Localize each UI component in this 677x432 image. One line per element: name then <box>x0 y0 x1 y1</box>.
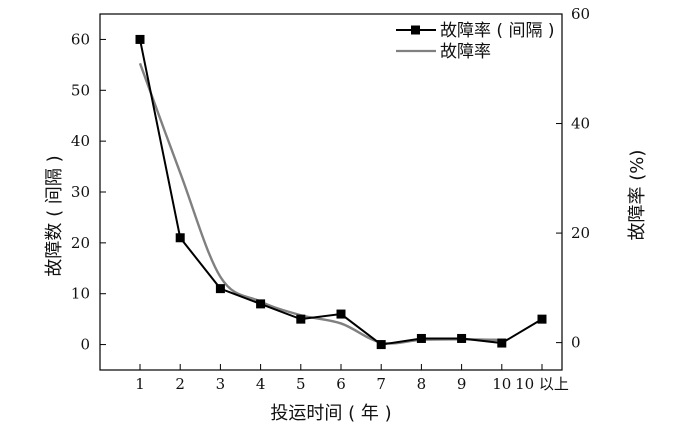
series-markers <box>135 34 547 350</box>
left-tick-label: 30 <box>71 183 90 201</box>
data-point-marker <box>215 284 225 294</box>
left-tick-label: 50 <box>71 81 90 99</box>
x-axis-ticks: 1 2 3 4 5 6 7 8 9 10 10 以上 <box>135 364 569 393</box>
data-point-marker <box>336 309 346 319</box>
x-tick-label: 3 <box>216 375 226 393</box>
data-point-marker <box>537 314 547 324</box>
x-tick-label: 4 <box>256 375 266 393</box>
series-line-guzhanglv <box>138 62 502 345</box>
x-tick-label: 10 <box>492 375 511 393</box>
right-tick-label: 60 <box>571 5 590 23</box>
right-tick-label: 20 <box>571 224 590 242</box>
left-tick-label: 60 <box>71 30 90 48</box>
data-point-marker <box>296 314 306 324</box>
right-tick-label: 0 <box>571 334 581 352</box>
left-tick-label: 10 <box>71 285 90 303</box>
data-point-marker <box>457 333 467 343</box>
left-tick-label: 40 <box>71 132 90 150</box>
left-y-axis-ticks: 0 10 20 30 40 50 60 <box>71 30 106 354</box>
x-tick-label: 10 以上 <box>515 375 569 393</box>
data-point-marker <box>497 338 507 348</box>
right-y-axis-ticks: 0 20 40 60 <box>556 5 590 352</box>
right-tick-label: 40 <box>571 115 590 133</box>
data-point-marker <box>175 233 185 243</box>
x-tick-label: 2 <box>175 375 185 393</box>
right-y-axis-title: 故障率 (%) <box>627 150 648 241</box>
x-tick-label: 9 <box>457 375 467 393</box>
legend-label-series-2: 故障率 <box>440 42 491 62</box>
legend: 故障率 ( 间隔 ) 故障率 <box>396 21 554 62</box>
series-lines <box>138 39 543 346</box>
x-tick-label: 5 <box>296 375 306 393</box>
legend-label-series-1: 故障率 ( 间隔 ) <box>440 21 554 41</box>
x-tick-label: 6 <box>336 375 346 393</box>
data-point-marker <box>135 34 145 44</box>
x-tick-label: 1 <box>135 375 145 393</box>
data-point-marker <box>416 333 426 343</box>
data-point-marker <box>376 340 386 350</box>
left-tick-label: 20 <box>71 234 90 252</box>
left-y-axis-title: 故障数 ( 间隔 ) <box>44 155 65 276</box>
legend-marker-series-1 <box>411 25 420 35</box>
plot-frame <box>99 13 563 371</box>
x-axis-title: 投运时间 ( 年 ) <box>270 403 391 424</box>
x-tick-label: 8 <box>417 375 427 393</box>
series-line-guzhanglv-jiange <box>139 39 543 346</box>
left-tick-label: 0 <box>80 336 90 354</box>
data-point-marker <box>256 299 266 309</box>
x-tick-label: 7 <box>376 375 386 393</box>
